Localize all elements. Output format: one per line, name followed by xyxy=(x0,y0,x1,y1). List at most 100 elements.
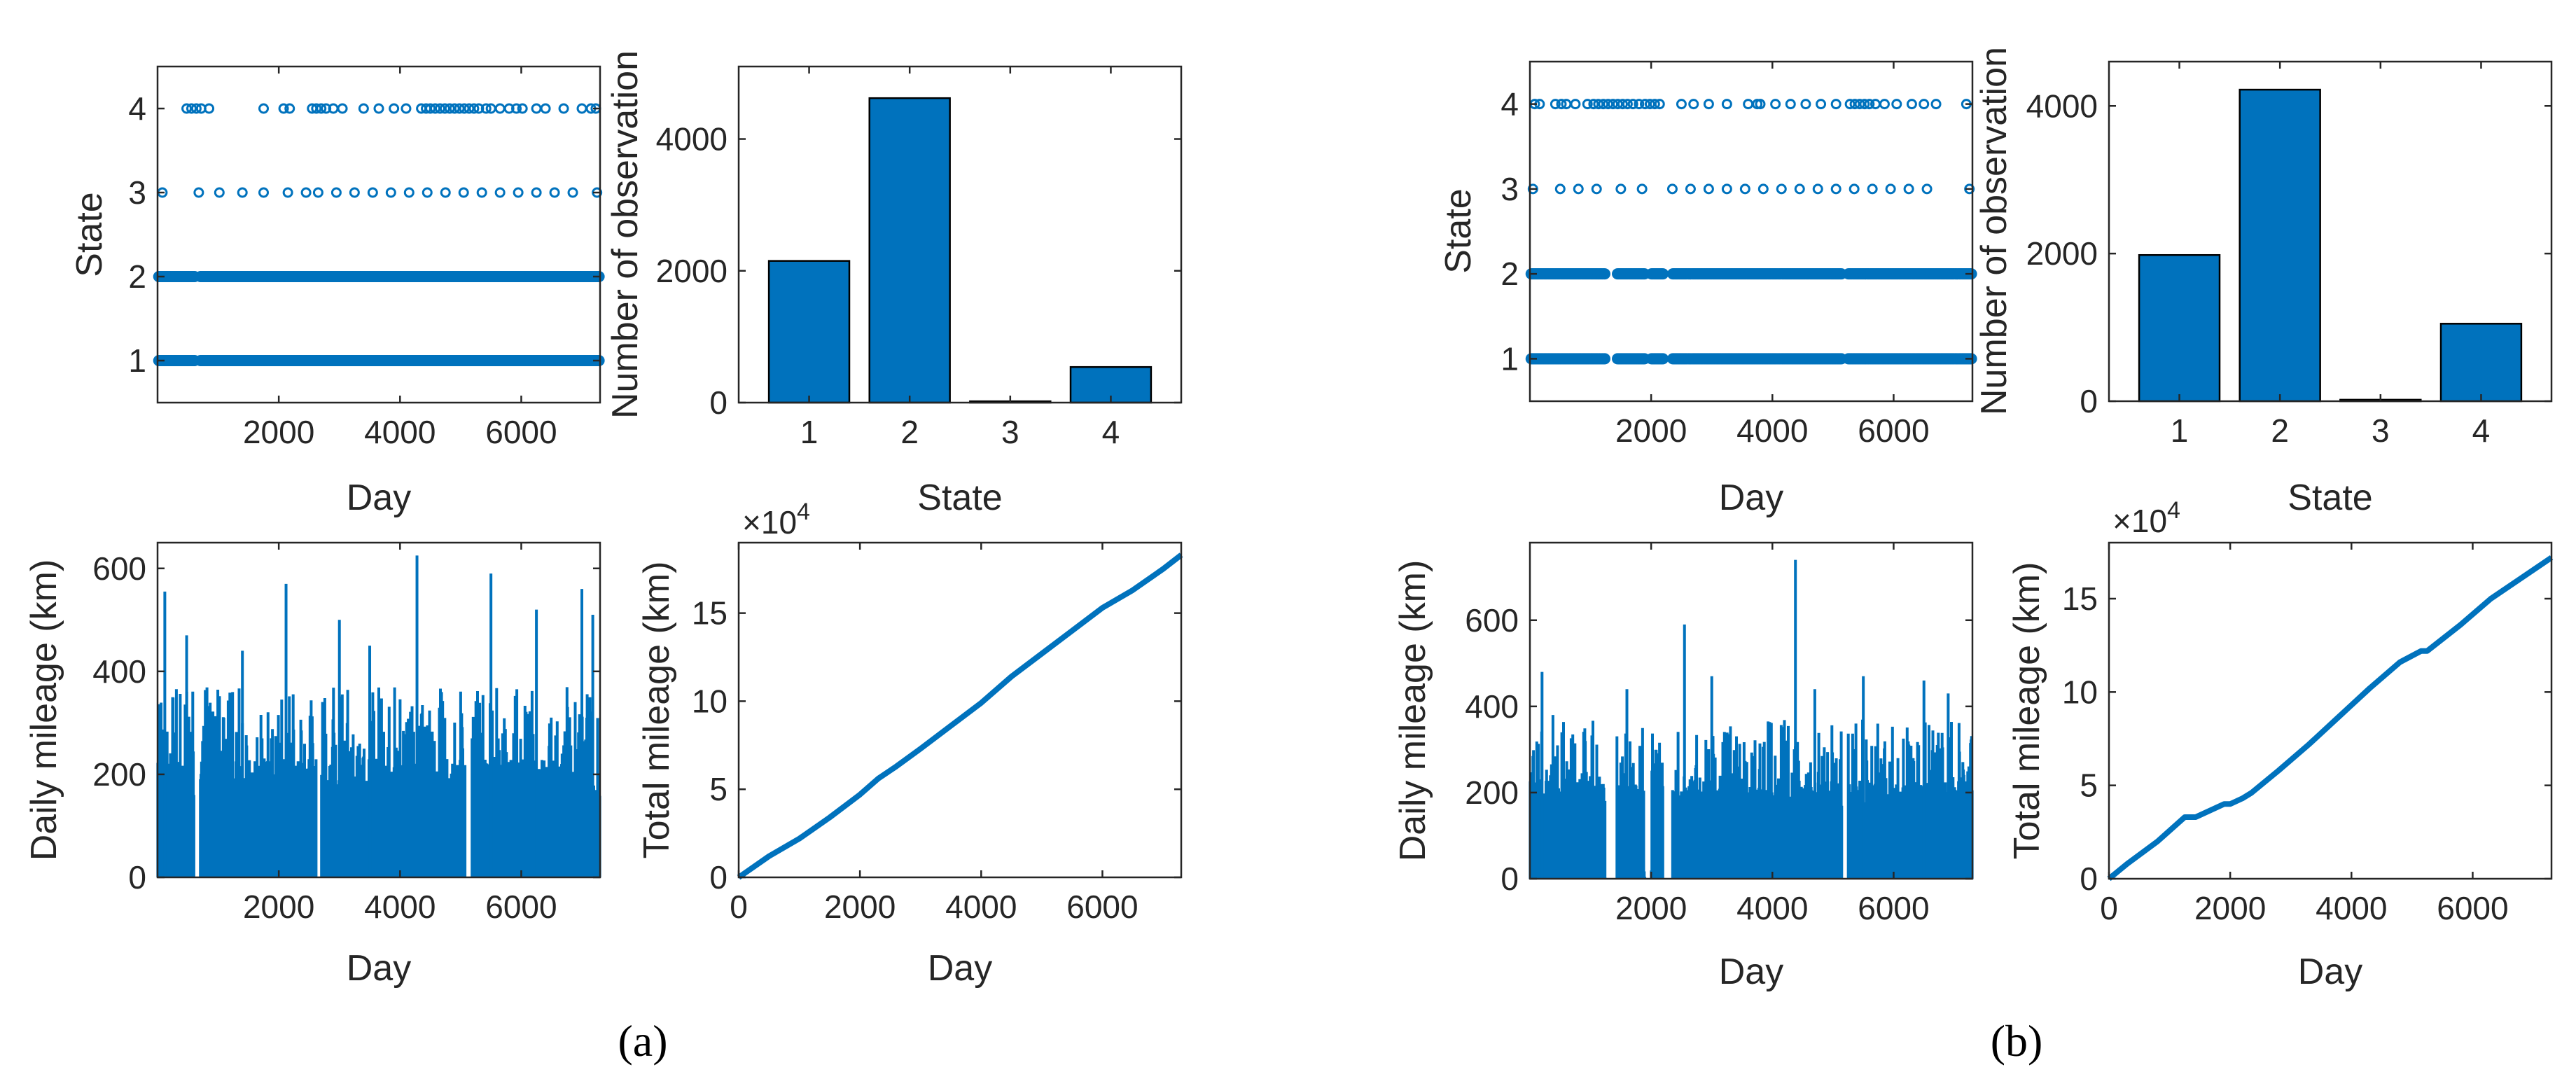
data-point xyxy=(480,103,492,114)
data-point xyxy=(1906,99,1917,110)
data-point xyxy=(1859,99,1870,110)
data-point xyxy=(503,103,515,114)
y-tick-label: 10 xyxy=(2062,674,2098,710)
data-point xyxy=(1891,99,1902,110)
y-tick-label: 200 xyxy=(1465,774,1519,811)
y-tick-label: 15 xyxy=(2062,580,2098,617)
data-point xyxy=(1785,99,1796,110)
data-point xyxy=(284,103,295,114)
data-point xyxy=(1588,99,1599,110)
bar-state-2 xyxy=(2239,88,2321,403)
bar-state-1 xyxy=(767,260,851,404)
total-mileage-line xyxy=(737,552,1183,880)
x-tick-label: 2000 xyxy=(243,414,314,450)
data-point xyxy=(1849,183,1860,195)
y-tick-label: 200 xyxy=(92,756,146,793)
axes-box xyxy=(1529,541,1974,880)
y-tick-label: 0 xyxy=(2080,861,2098,897)
data-point xyxy=(1654,99,1665,110)
data-point xyxy=(468,103,480,114)
data-point xyxy=(1703,99,1714,110)
data-point xyxy=(558,103,569,114)
data-point xyxy=(258,187,270,198)
x-tick-label: 2000 xyxy=(824,889,896,925)
x-tick-label: 0 xyxy=(730,889,748,925)
y-tick-label: 2 xyxy=(1501,256,1519,292)
data-point xyxy=(473,103,485,114)
y-tick-label: 600 xyxy=(1465,602,1519,639)
state-histogram-chart-b: Number of observation State 1 2 3 4 0 2000 400… xyxy=(1974,47,2553,518)
subfigure-label-b: (b) xyxy=(1991,1016,2043,1066)
y-tick-label: 4000 xyxy=(656,121,727,158)
x-axis-label: State xyxy=(917,478,1002,518)
data-point xyxy=(1593,99,1604,110)
data-point xyxy=(181,103,193,114)
data-point xyxy=(567,187,578,198)
y-axis-label: Number of observation xyxy=(1974,47,2014,415)
data-point xyxy=(1527,183,1538,195)
x-tick-label: 3 xyxy=(1001,414,1019,450)
data-point xyxy=(1885,183,1896,195)
y-tick-label: 0 xyxy=(1501,861,1519,897)
data-point xyxy=(1864,99,1875,110)
y-tick-label: 5 xyxy=(709,771,727,807)
data-point xyxy=(1688,99,1699,110)
data-point xyxy=(1550,99,1561,110)
data-point xyxy=(1964,183,1975,195)
data-point xyxy=(439,103,450,114)
y-tick-label: 5 xyxy=(2080,767,2098,804)
state-1-series xyxy=(153,355,605,366)
x-axis-label: Day xyxy=(928,948,992,989)
y-axis-label: Total mileage (km) xyxy=(2007,562,2047,860)
state-scatter-chart-b: State Day 2000 4000 6000 1 2 3 4 xyxy=(1438,60,1977,518)
state-1-series xyxy=(1525,353,1977,365)
data-point xyxy=(430,103,441,114)
y-tick-label: 400 xyxy=(1465,688,1519,725)
x-tick-label: 2000 xyxy=(1615,412,1687,449)
data-point xyxy=(258,103,270,114)
data-point xyxy=(1685,183,1696,195)
exponent-power: 4 xyxy=(797,499,810,525)
x-axis-label: State xyxy=(2288,478,2372,518)
data-point xyxy=(312,187,323,198)
x-tick-label: 6000 xyxy=(1858,412,1929,449)
data-point xyxy=(337,103,348,114)
data-point xyxy=(1627,99,1638,110)
data-point xyxy=(592,187,603,198)
y-axis-exponent: ×104 xyxy=(742,499,810,541)
total-mileage-chart-b: Total mileage (km) Day ×104 0 2000 4000 600… xyxy=(2007,497,2554,992)
y-tick-label: 0 xyxy=(128,859,146,896)
data-point xyxy=(434,103,445,114)
y-tick-label: 3 xyxy=(1501,171,1519,207)
y-tick-label: 400 xyxy=(92,653,146,690)
data-point xyxy=(300,187,312,198)
data-point xyxy=(1598,99,1609,110)
data-point xyxy=(513,187,524,198)
data-point xyxy=(540,103,551,114)
x-axis-label: Day xyxy=(2298,952,2362,992)
data-point xyxy=(190,103,202,114)
data-point xyxy=(1573,183,1584,195)
state-2-series xyxy=(1525,268,1977,280)
data-point xyxy=(1644,99,1655,110)
data-point xyxy=(186,103,197,114)
data-point xyxy=(1794,183,1805,195)
state-4-series xyxy=(181,103,601,114)
data-point xyxy=(1849,99,1860,110)
y-tick-label: 4 xyxy=(128,90,146,127)
data-point xyxy=(1554,183,1566,195)
data-point xyxy=(1615,183,1627,195)
x-tick-label: 4000 xyxy=(364,889,436,925)
data-point xyxy=(1830,99,1842,110)
x-tick-label: 6000 xyxy=(2437,890,2508,926)
data-point xyxy=(1634,99,1645,110)
data-point xyxy=(549,187,560,198)
x-tick-label: 0 xyxy=(2100,890,2118,926)
data-point xyxy=(1639,99,1650,110)
exponent-base: ×10 xyxy=(2112,503,2167,539)
bar-state-1 xyxy=(2138,253,2221,403)
data-point xyxy=(1721,99,1732,110)
data-point xyxy=(1666,183,1678,195)
x-axis-label: Day xyxy=(347,948,411,989)
data-point xyxy=(1603,99,1614,110)
